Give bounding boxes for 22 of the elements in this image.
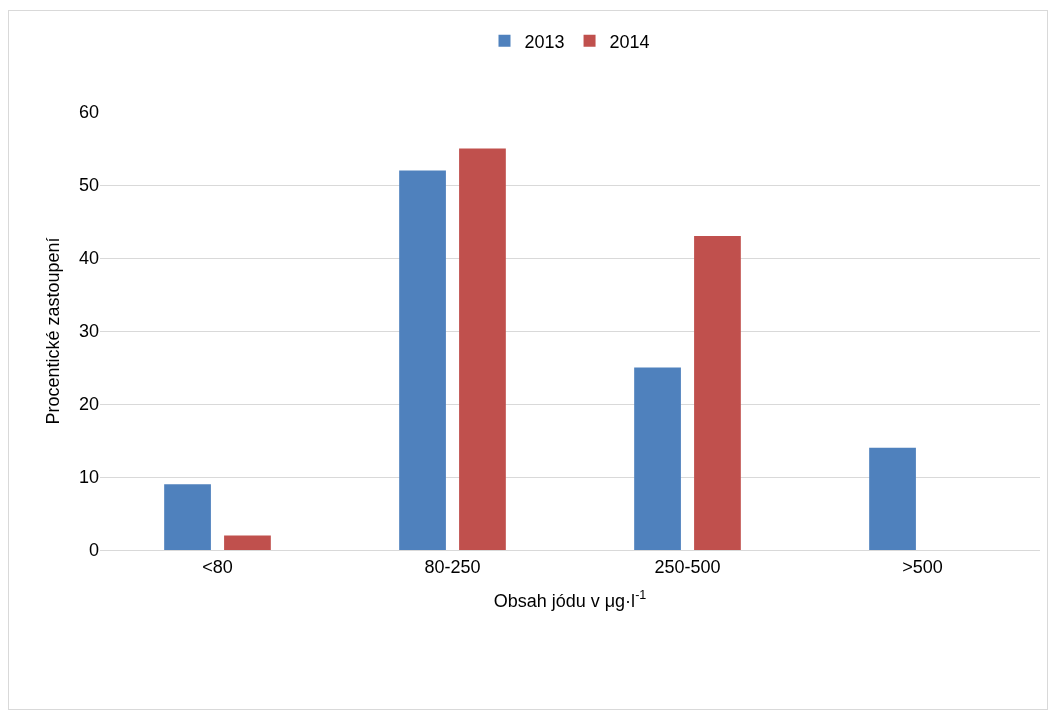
y-tick-label: 20 bbox=[78, 394, 99, 415]
y-tick-label: 50 bbox=[78, 175, 99, 196]
bar bbox=[459, 148, 506, 550]
x-tick-label: <80 bbox=[202, 556, 233, 577]
x-tick-label: 250-500 bbox=[654, 556, 721, 577]
bar bbox=[164, 484, 211, 550]
y-tick-label: 0 bbox=[88, 540, 99, 561]
x-tick-label: 80-250 bbox=[424, 556, 481, 577]
bar bbox=[634, 367, 681, 550]
y-tick-label: 10 bbox=[78, 467, 99, 488]
y-tick-label: 30 bbox=[78, 321, 99, 342]
bar bbox=[869, 447, 916, 550]
y-tick-label: 60 bbox=[78, 102, 99, 123]
y-axis-title: Procentické zastoupení bbox=[43, 237, 64, 425]
bar bbox=[694, 236, 741, 550]
bar bbox=[399, 170, 446, 550]
bar bbox=[224, 535, 271, 550]
legend-label: 2013 bbox=[524, 31, 565, 52]
legend-label: 2014 bbox=[609, 31, 650, 52]
x-tick-label: >500 bbox=[902, 556, 943, 577]
y-tick-label: 40 bbox=[78, 248, 99, 269]
x-axis-title: Obsah jódu v μg·l$^{-1}$ bbox=[493, 588, 647, 611]
